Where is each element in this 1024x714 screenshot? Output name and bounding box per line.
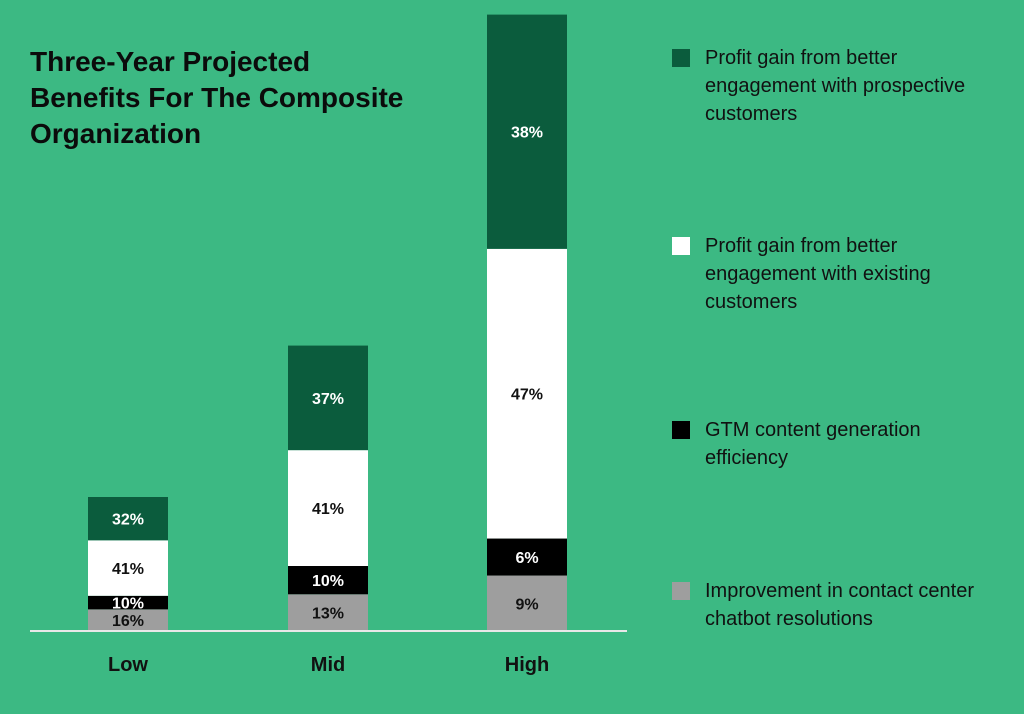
- data-label-mid-prospective-customers: 37%: [312, 391, 344, 408]
- bar-mid-existing-customers: [288, 450, 368, 567]
- bar-mid-prospective-customers: [288, 345, 368, 451]
- legend-swatch-gtm: [672, 421, 690, 439]
- legend-label-existing: Profit gain from better engagement with …: [705, 235, 931, 313]
- bar-high-chatbot-resolutions: [487, 575, 567, 631]
- data-label-low-generation-efficiency: 10%: [112, 596, 144, 613]
- data-label-mid-generation-efficiency: 10%: [312, 573, 344, 590]
- data-label-high-existing-customers: 47%: [511, 387, 543, 404]
- data-label-low-prospective-customers: 32%: [112, 512, 144, 529]
- bar-high-existing-customers: [487, 248, 567, 539]
- x-tick-label-mid: Mid: [311, 654, 345, 676]
- stacked-bar-chart: 16%10%41%32%Low13%10%41%37%Mid9%6%47%38%…: [30, 14, 627, 676]
- legend-swatch-prospective: [672, 49, 690, 67]
- bar-low-existing-customers: [88, 540, 168, 596]
- legend-swatch-existing: [672, 237, 690, 255]
- bar-mid-chatbot-resolutions: [288, 594, 368, 631]
- data-label-low-existing-customers: 41%: [112, 561, 144, 578]
- x-tick-label-high: High: [505, 654, 549, 676]
- bar-low-generation-efficiency: [88, 595, 168, 610]
- data-label-mid-existing-customers: 41%: [312, 501, 344, 518]
- legend-label-chatbot: Improvement in contact center chatbot re…: [705, 580, 975, 630]
- bar-low-prospective-customers: [88, 497, 168, 541]
- data-label-mid-chatbot-resolutions: 13%: [312, 606, 344, 623]
- data-label-high-chatbot-resolutions: 9%: [515, 596, 538, 613]
- x-tick-label-low: Low: [108, 654, 148, 676]
- legend-label-gtm: GTM content generation efficiency: [705, 419, 921, 469]
- bar-high-prospective-customers: [487, 14, 567, 249]
- bar-high-generation-efficiency: [487, 538, 567, 576]
- data-label-high-generation-efficiency: 6%: [515, 550, 538, 567]
- bar-mid-generation-efficiency: [288, 566, 368, 595]
- data-label-high-prospective-customers: 38%: [511, 125, 543, 142]
- data-label-low-chatbot-resolutions: 16%: [112, 613, 144, 630]
- chart-title: Three-Year Projected Benefits For The Co…: [30, 46, 404, 149]
- legend-swatch-chatbot: [672, 582, 690, 600]
- bar-low-chatbot-resolutions: [88, 609, 168, 631]
- legend-label-prospective: Profit gain from better engagement with …: [705, 47, 966, 125]
